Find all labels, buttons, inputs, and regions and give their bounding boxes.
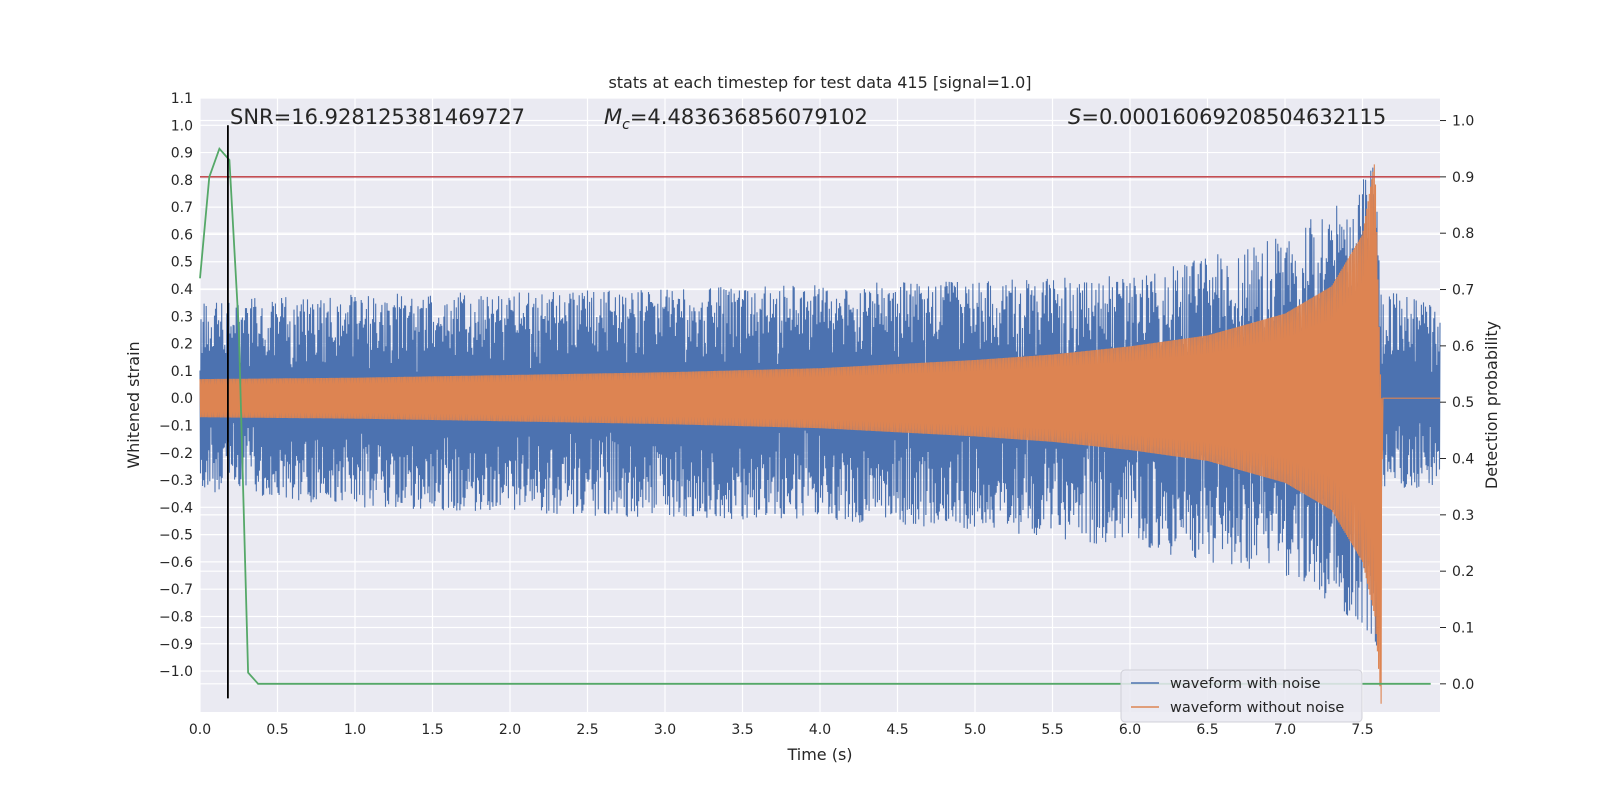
x-tick-label: 0.0 — [189, 722, 211, 738]
x-tick-label: 3.5 — [731, 722, 753, 738]
y-tick-label: 0.0 — [171, 391, 193, 407]
x-tick-label: 2.5 — [576, 722, 598, 738]
series-with-noise — [199, 167, 1441, 646]
s-symbol: S — [1068, 105, 1081, 129]
mc-subscript: c — [622, 117, 630, 133]
y-tick-label: −0.8 — [159, 609, 193, 625]
y-tick-label: 0.8 — [171, 173, 193, 189]
x-tick-label: 2.0 — [499, 722, 521, 738]
series-without-noise — [199, 164, 1440, 704]
x-tick-label: 6.0 — [1119, 722, 1141, 738]
right-axis-label: Detection probability — [1482, 321, 1501, 489]
x-tick-label: 1.0 — [344, 722, 366, 738]
y-tick-label: 0.7 — [171, 200, 193, 216]
y-tick-label: −0.1 — [159, 418, 193, 434]
legend-box — [1120, 669, 1363, 723]
right-tick-label: 0.6 — [1452, 339, 1474, 355]
y-tick-label: 0.1 — [171, 364, 193, 380]
y-tick-label: −0.4 — [159, 500, 193, 516]
y-axis-label: Whitened strain — [124, 341, 143, 468]
y-tick-labels: 1.1 1.0 0.9 0.8 0.7 0.6 0.5 0.4 0.3 0.2 0.1 0.0 −0.1… — [159, 91, 193, 680]
x-tick-label: 1.5 — [421, 722, 443, 738]
y-tick-label: 1.1 — [171, 91, 193, 107]
y-tick-label: −0.6 — [159, 555, 193, 571]
y-tick-label: −0.2 — [159, 446, 193, 462]
right-tick-label: 0.5 — [1452, 395, 1474, 411]
right-tick-label: 0.2 — [1452, 564, 1474, 580]
x-tick-label: 7.0 — [1274, 722, 1296, 738]
right-tick-label: 0.0 — [1452, 677, 1474, 693]
y-tick-label: 0.2 — [171, 337, 193, 353]
legend-label-without-noise: waveform without noise — [1170, 700, 1344, 716]
x-tick-label: 5.0 — [964, 722, 986, 738]
right-tick-label: 0.4 — [1452, 452, 1474, 468]
y-tick-label: 0.5 — [171, 255, 193, 271]
legend: waveform with noise waveform without noi… — [1120, 669, 1363, 723]
y-tick-label: 0.3 — [171, 309, 193, 325]
y-tick-label: −0.5 — [159, 528, 193, 544]
y-tick-label: 0.9 — [171, 146, 193, 162]
y-tick-label: 1.0 — [171, 118, 193, 134]
right-tick-label: 0.9 — [1452, 170, 1474, 186]
s-value: =0.00016069208504632115 — [1081, 105, 1386, 129]
x-tick-label: 6.5 — [1196, 722, 1218, 738]
x-tick-label: 0.5 — [266, 722, 288, 738]
chart-title: stats at each timestep for test data 415… — [608, 73, 1031, 92]
right-tick-label: 0.1 — [1452, 621, 1474, 637]
y-tick-label: 0.6 — [171, 227, 193, 243]
right-tick-label: 1.0 — [1452, 114, 1474, 130]
x-tick-label: 5.5 — [1041, 722, 1063, 738]
y-tick-label: −0.3 — [159, 473, 193, 489]
mc-symbol: M — [604, 105, 622, 129]
x-tick-labels: 0.0 0.5 1.0 1.5 2.0 2.5 3.0 3.5 4.0 4.5 5.0 5.5 6.0 6… — [189, 722, 1374, 738]
snr-annotation: SNR=16.928125381469727 — [230, 105, 525, 129]
legend-label-with-noise: waveform with noise — [1170, 676, 1321, 692]
y-tick-label: −0.9 — [159, 637, 193, 653]
x-tick-label: 7.5 — [1351, 722, 1373, 738]
right-tick-label: 0.7 — [1452, 283, 1474, 299]
right-tick-label: 0.3 — [1452, 508, 1474, 524]
x-axis-label: Time (s) — [786, 745, 852, 764]
s-annotation: S=0.00016069208504632115 — [1068, 105, 1386, 129]
y-tick-label: −1.0 — [159, 664, 193, 680]
mc-annotation: Mc=4.483636856079102 — [604, 105, 868, 133]
x-tick-label: 3.0 — [654, 722, 676, 738]
y-tick-label: −0.7 — [159, 582, 193, 598]
x-tick-label: 4.5 — [886, 722, 908, 738]
x-tick-label: 4.0 — [809, 722, 831, 738]
right-tick-label: 0.8 — [1452, 226, 1474, 242]
right-tick-labels: 1.0 0.9 0.8 0.7 0.6 0.5 0.4 0.3 0.2 0.1 0.0 — [1440, 114, 1474, 693]
y-tick-label: 0.4 — [171, 282, 193, 298]
mc-value: =4.483636856079102 — [630, 105, 868, 129]
